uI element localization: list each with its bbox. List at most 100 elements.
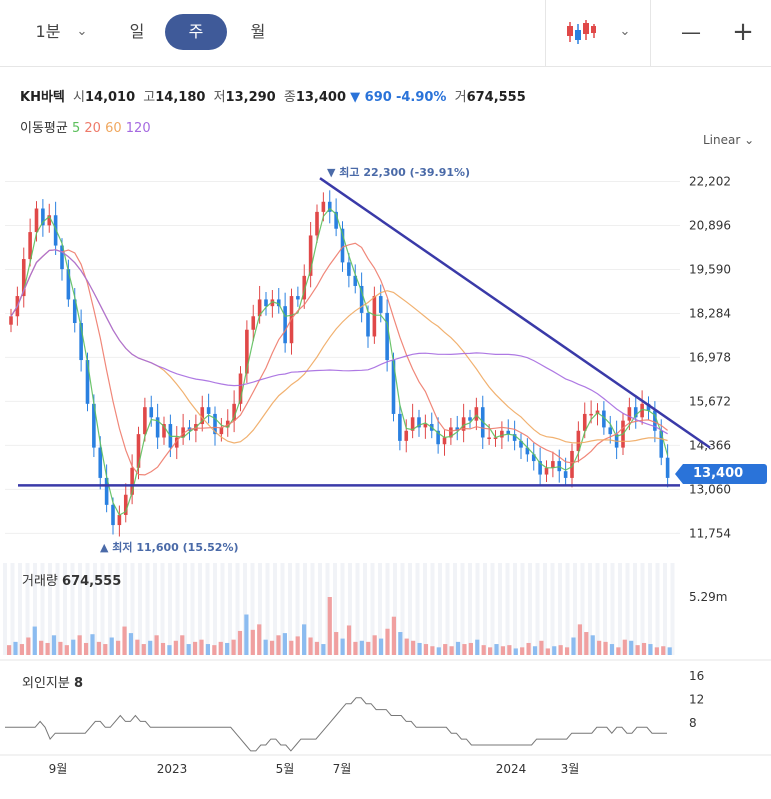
- volume-bar: [443, 644, 448, 655]
- volume-bar: [500, 646, 506, 655]
- candle-body: [640, 403, 644, 418]
- volume-bar: [404, 638, 409, 655]
- candle-body: [72, 299, 77, 324]
- chevron-down-icon[interactable]: ⌄: [76, 24, 88, 39]
- volume-bar: [667, 647, 672, 655]
- volume-bar: [468, 642, 473, 655]
- y-tick-label: 19,590: [689, 262, 731, 276]
- foreign-tick-label: 12: [689, 693, 704, 707]
- volume-bar: [353, 641, 358, 655]
- volume-bar: [51, 635, 57, 655]
- volume-bar: [340, 638, 345, 655]
- volume-bar: [584, 632, 589, 655]
- candle-body: [213, 413, 217, 435]
- candle-body: [53, 215, 58, 246]
- x-tick-label: 3월: [561, 762, 580, 776]
- volume-bar: [558, 645, 563, 655]
- resistance-trendline: [319, 177, 711, 449]
- volume-bar: [488, 647, 493, 655]
- volume-bar: [64, 645, 69, 655]
- volume-bar: [314, 641, 320, 655]
- volume-bar: [385, 628, 390, 655]
- volume-bar: [308, 637, 313, 655]
- stock-name: KH바텍: [20, 90, 65, 105]
- volume-bar: [83, 642, 89, 655]
- x-tick-label: 5월: [276, 762, 295, 776]
- volume-bar: [135, 639, 140, 655]
- candle-body: [257, 299, 262, 317]
- candle-body: [276, 299, 281, 307]
- candle-body: [665, 457, 670, 478]
- candle-body: [117, 514, 122, 526]
- volume-bar: [218, 641, 223, 655]
- candle-body: [487, 437, 491, 440]
- candle-body: [423, 424, 428, 428]
- ma-label: 이동평균: [20, 121, 68, 136]
- candle-body: [538, 461, 542, 475]
- tab-month[interactable]: 월: [250, 22, 266, 41]
- volume-bar: [263, 639, 268, 655]
- volume-bar: [19, 644, 25, 655]
- volume-bar: [590, 635, 595, 655]
- candle-body: [551, 461, 555, 468]
- volume-bar: [192, 641, 198, 655]
- chart-type-chevron-icon[interactable]: ⌄: [619, 24, 631, 39]
- toolbar-divider: [650, 0, 651, 66]
- volume-axis-label: 5.29m: [689, 590, 728, 604]
- candle-body: [270, 299, 275, 307]
- candle-body: [359, 285, 364, 313]
- candlestick-icon[interactable]: [562, 14, 598, 50]
- volume-bar: [552, 646, 557, 655]
- foreign-tick-label: 16: [689, 669, 704, 683]
- volume-bar: [661, 646, 666, 655]
- volume-bar: [26, 637, 31, 655]
- candle-body: [525, 447, 530, 455]
- volume-bar: [641, 642, 647, 655]
- volume-bar: [295, 636, 300, 655]
- candle-body: [21, 259, 26, 297]
- candle-body: [340, 228, 345, 263]
- volume-bar: [212, 645, 217, 655]
- foreign-title-label: 외인지분: [22, 676, 70, 691]
- candle-body: [85, 360, 90, 404]
- volume-value: 674,555: [466, 90, 526, 105]
- low-annotation: ▲ 최저 11,600 (15.52%): [100, 541, 239, 554]
- y-tick-label: 15,672: [689, 394, 731, 408]
- volume-bar: [205, 644, 211, 655]
- candle-body: [92, 403, 96, 448]
- interval-1m-button[interactable]: 1분: [35, 22, 61, 41]
- candle-body: [143, 407, 147, 435]
- x-tick-label: 9월: [49, 762, 68, 776]
- volume-bar: [520, 647, 525, 655]
- tab-day[interactable]: 일: [129, 22, 145, 41]
- volume-bar: [199, 639, 204, 655]
- volume-bar: [160, 642, 166, 655]
- candle-body: [245, 329, 249, 374]
- x-tick-label: 2024: [496, 762, 527, 776]
- candle-body: [582, 413, 587, 431]
- candle-body: [512, 434, 517, 441]
- volume-bar: [109, 637, 114, 655]
- volume-bar: [58, 641, 63, 655]
- candle-body: [468, 417, 472, 421]
- moving-average-legend[interactable]: 이동평균 5 20 60 120: [20, 117, 151, 136]
- scale-select[interactable]: Linear ⌄: [703, 133, 755, 147]
- volume-bar: [250, 629, 255, 655]
- tab-week[interactable]: 주: [165, 14, 227, 50]
- foreign-title-value: 8: [73, 676, 84, 691]
- y-tick-label: 18,284: [689, 306, 731, 320]
- volume-title-label: 거래량: [22, 574, 58, 589]
- volume-bar: [526, 642, 531, 655]
- candle-body: [493, 437, 498, 440]
- volume-bar: [257, 624, 262, 655]
- candle-body: [417, 417, 421, 428]
- volume-bar: [173, 640, 178, 655]
- volume-bar: [436, 647, 441, 655]
- zoom-in-button[interactable]: +: [732, 17, 754, 47]
- candle-body: [570, 450, 574, 478]
- candle-body: [66, 269, 71, 300]
- zoom-out-button[interactable]: —: [681, 20, 701, 44]
- close-value: 13,400: [295, 90, 346, 105]
- quote-summary: KH바텍 시14,010 고14,180 저13,290 종13,400 ▼ 6…: [20, 86, 526, 105]
